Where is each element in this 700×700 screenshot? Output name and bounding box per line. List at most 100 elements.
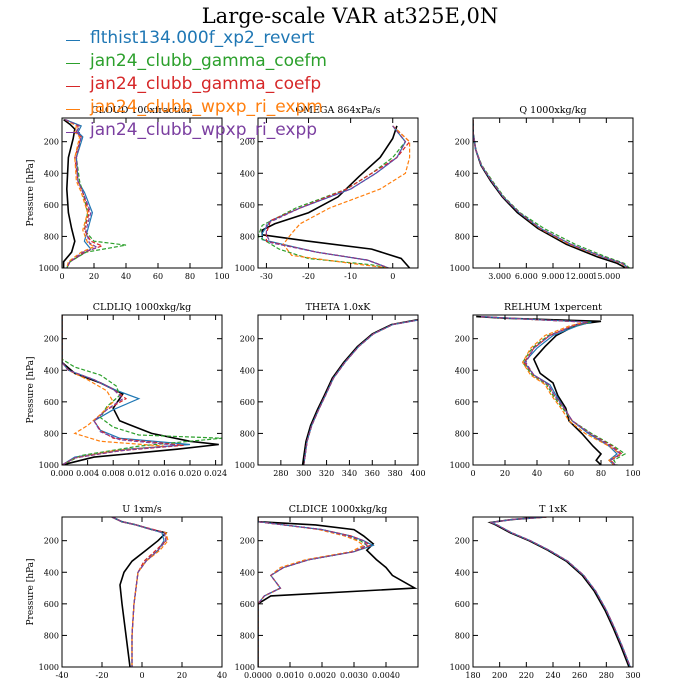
series-line xyxy=(489,517,631,667)
plot-frame xyxy=(61,516,223,668)
x-tick-label: 180 xyxy=(465,671,480,680)
series-line xyxy=(480,316,622,465)
legend-swatch xyxy=(66,132,80,133)
series-line xyxy=(64,119,127,268)
panel-title: CLDLIQ 1000xkg/kg xyxy=(93,302,191,313)
series-line xyxy=(303,319,418,465)
series-group xyxy=(62,315,222,465)
x-tick-label: -20 xyxy=(302,272,315,281)
series-group xyxy=(487,517,631,667)
plot-frame xyxy=(472,516,634,668)
x-tick-label: -10 xyxy=(344,272,357,281)
y-tick-label: 400 xyxy=(44,568,59,577)
series-line xyxy=(489,517,631,667)
y-tick-label: 400 xyxy=(44,169,59,178)
y-axis-label: Pressure [hPa] xyxy=(26,159,36,226)
panel-title: U 1xm/s xyxy=(122,504,162,515)
x-tick-label: 380 xyxy=(388,469,403,478)
series-line xyxy=(62,315,219,465)
panel: 0.0000 0.0010 0.0020 0.0030 0.0040 200 400 600 8… xyxy=(235,504,419,680)
series-line xyxy=(473,119,627,268)
x-tick-label: 280 xyxy=(599,671,614,680)
x-tick-label: 20 xyxy=(500,469,510,478)
x-tick-label: 220 xyxy=(519,671,534,680)
series-line xyxy=(480,316,622,465)
x-tick-label: 0.012 xyxy=(127,469,150,478)
y-tick-label: 200 xyxy=(240,537,255,546)
x-tick-label: 100 xyxy=(625,469,640,478)
x-tick-label: 0.0020 xyxy=(308,671,336,680)
y-tick-label: 800 xyxy=(44,232,59,241)
legend-label: jan24_clubb_wpxp_ri_expm xyxy=(90,97,323,117)
plot-frame xyxy=(61,117,223,269)
x-tick-label: 200 xyxy=(492,671,507,680)
y-tick-label: 800 xyxy=(240,631,255,640)
x-tick-label: 3.000 xyxy=(488,272,511,281)
panel-title: T 1xK xyxy=(539,504,568,515)
y-tick-label: 1000 xyxy=(450,663,470,672)
x-tick-label: 20 xyxy=(177,671,187,680)
panel: -30 -20 -10 0 200 400 600 800 1000 OMEGA 864xPa/s xyxy=(235,105,419,281)
x-tick-label: -40 xyxy=(56,671,69,680)
series-line xyxy=(111,517,167,667)
series-group xyxy=(111,517,169,667)
y-tick-label: 800 xyxy=(455,631,470,640)
y-tick-label: 600 xyxy=(240,398,255,407)
x-tick-label: 280 xyxy=(273,469,288,478)
x-tick-label: 6.000 xyxy=(515,272,538,281)
y-tick-label: 600 xyxy=(240,600,255,609)
panel: 0 20 40 60 80 100 200 400 600 800 1000 CLOUD 100xfr… xyxy=(26,105,230,281)
series-line xyxy=(62,315,191,465)
series-group xyxy=(62,118,127,268)
plot-frame xyxy=(257,117,419,269)
y-tick-label: 200 xyxy=(44,138,59,147)
plot-frame xyxy=(257,516,419,668)
plot-frame xyxy=(61,314,223,466)
x-tick-label: -20 xyxy=(96,671,109,680)
figure-title: Large-scale VAR at325E,0N xyxy=(201,4,499,28)
y-tick-label: 600 xyxy=(455,600,470,609)
panel: 180 200 220 240 260 280 300 200 400 600 800 1000 T 1… xyxy=(450,504,641,680)
x-tick-label: 340 xyxy=(342,469,357,478)
series-line xyxy=(473,119,629,268)
series-line xyxy=(261,125,407,268)
series-line xyxy=(258,125,407,268)
x-tick-label: 9.000 xyxy=(542,272,565,281)
series-line xyxy=(265,125,407,268)
y-tick-label: 800 xyxy=(455,429,470,438)
panel-title: RELHUM 1xpercent xyxy=(504,302,602,313)
series-line xyxy=(489,517,631,667)
series-line xyxy=(473,119,628,268)
panel: 280 300 320 340 360 380 400 200 400 600 800 1000 THE… xyxy=(235,302,426,478)
x-tick-label: 0.016 xyxy=(153,469,176,478)
series-line xyxy=(480,316,623,465)
series-line xyxy=(303,319,418,465)
legend-label: jan24_clubb_wpxp_ri_expp xyxy=(90,120,318,140)
y-tick-label: 600 xyxy=(44,600,59,609)
x-tick-label: 0 xyxy=(390,272,395,281)
panel-title: CLDICE 1000xkg/kg xyxy=(289,504,388,515)
series-line xyxy=(62,315,178,465)
x-tick-label: 40 xyxy=(121,272,131,281)
legend-swatch xyxy=(66,63,80,64)
y-tick-label: 800 xyxy=(240,232,255,241)
series-line xyxy=(473,119,629,268)
y-tick-label: 200 xyxy=(240,335,255,344)
series-line xyxy=(64,119,104,268)
series-group xyxy=(258,125,411,268)
x-tick-label: 0.008 xyxy=(102,469,125,478)
legend-swatch xyxy=(66,86,80,87)
y-tick-label: 1000 xyxy=(235,264,255,273)
series-line xyxy=(476,315,603,465)
series-line xyxy=(473,119,629,268)
y-tick-label: 600 xyxy=(44,398,59,407)
x-tick-label: 300 xyxy=(296,469,311,478)
series-line xyxy=(111,517,165,667)
x-tick-label: 0.024 xyxy=(204,469,227,478)
y-tick-label: 400 xyxy=(455,366,470,375)
x-tick-label: 0 xyxy=(470,469,475,478)
series-group xyxy=(258,517,418,667)
y-tick-label: 400 xyxy=(44,366,59,375)
legend-swatch xyxy=(66,109,80,110)
x-tick-label: 80 xyxy=(185,272,195,281)
